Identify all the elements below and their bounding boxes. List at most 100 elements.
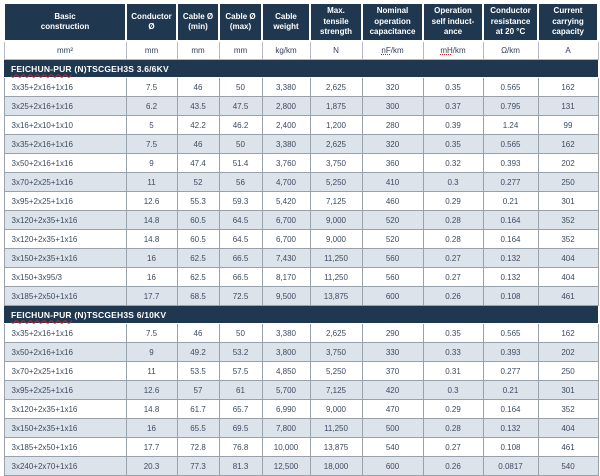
construction-cell: 3x25+2x16+1x16 <box>3 96 127 116</box>
construction-cell: 3x16+2x10+1x10 <box>3 115 127 135</box>
value-cell: 50 <box>218 323 263 343</box>
value-cell: 14.8 <box>125 229 178 249</box>
construction-cell: 3x35+2x16+1x16 <box>3 77 127 97</box>
table-row: 3x50+2x16+1x16 9 49.2 53.2 3,800 3,750 330 0.33… <box>3 342 599 362</box>
value-cell: 0.35 <box>422 134 484 154</box>
value-cell: 410 <box>361 172 424 192</box>
value-cell: 202 <box>537 342 599 362</box>
value-cell: 13,875 <box>309 437 363 457</box>
value-cell: 64.5 <box>218 229 263 249</box>
value-cell: 46 <box>176 323 220 343</box>
table-row: 3x150+2x35+1x16 16 65.5 69.5 7,800 11,250 500 0… <box>3 418 599 438</box>
value-cell: 9,000 <box>309 210 363 230</box>
table-row: 3x35+2x16+1x16 7.5 46 50 3,380 2,625 290 0.35 0.… <box>3 323 599 343</box>
table-row: 3x150+3x95/3 16 62.5 66.5 8,170 11,250 560 0.27… <box>3 267 599 287</box>
construction-cell: 3x150+2x35+1x16 <box>3 418 127 438</box>
table-row: 3x150+2x35+1x16 16 62.5 66.5 7,430 11,250 560 0… <box>3 248 599 268</box>
construction-cell: 3x35+2x16+1x16 <box>3 134 127 154</box>
value-cell: 65.7 <box>218 399 263 419</box>
value-cell: 5,700 <box>261 380 311 400</box>
value-cell: 9,000 <box>309 399 363 419</box>
value-cell: 1,875 <box>309 96 363 116</box>
value-cell: 18,000 <box>309 456 363 476</box>
value-cell: 0.0817 <box>482 456 539 476</box>
construction-cell: 3x240+2x70+1x16 <box>3 456 127 476</box>
construction-cell: 3x150+2x35+1x16 <box>3 248 127 268</box>
value-cell: 1,200 <box>309 115 363 135</box>
cable-spec-table: Basic construction Conductor Ø Cable Ø (mi… <box>3 2 599 476</box>
value-cell: 0.108 <box>482 437 539 457</box>
value-cell: 14.8 <box>125 210 178 230</box>
value-cell: 14.8 <box>125 399 178 419</box>
value-cell: 0.132 <box>482 418 539 438</box>
table-row: 3x70+2x25+1x16 11 52 56 4,700 5,250 410 0.3 0.27… <box>3 172 599 192</box>
value-cell: 560 <box>361 267 424 287</box>
value-cell: 0.29 <box>422 191 484 211</box>
value-cell: 6,700 <box>261 229 311 249</box>
construction-cell: 3x95+2x25+1x16 <box>3 380 127 400</box>
unit-cell: N <box>309 40 363 60</box>
value-cell: 76.8 <box>218 437 263 457</box>
value-cell: 69.5 <box>218 418 263 438</box>
value-cell: 2,625 <box>309 134 363 154</box>
value-cell: 540 <box>537 456 599 476</box>
column-header: Conductor Ø <box>125 2 178 42</box>
value-cell: 470 <box>361 399 424 419</box>
value-cell: 99 <box>537 115 599 135</box>
value-cell: 290 <box>361 323 424 343</box>
table-row: 3x70+2x25+1x16 11 53.5 57.5 4,850 5,250 370 0.3… <box>3 361 599 381</box>
value-cell: 43.5 <box>176 96 220 116</box>
value-cell: 47.4 <box>176 153 220 173</box>
value-cell: 461 <box>537 286 599 306</box>
value-cell: 0.132 <box>482 248 539 268</box>
value-cell: 81.3 <box>218 456 263 476</box>
table-row: 3x25+2x16+1x16 6.2 43.5 47.5 2,800 1,875 300 0.… <box>3 96 599 116</box>
value-cell: 600 <box>361 286 424 306</box>
value-cell: 72.5 <box>218 286 263 306</box>
value-cell: 46 <box>176 134 220 154</box>
value-cell: 60.5 <box>176 229 220 249</box>
value-cell: 0.795 <box>482 96 539 116</box>
value-cell: 280 <box>361 115 424 135</box>
value-cell: 16 <box>125 248 178 268</box>
section-header-row: FEICHUN-PUR (N)TSCGEH3S 6/10KV <box>4 305 598 324</box>
value-cell: 0.31 <box>422 361 484 381</box>
value-cell: 7,125 <box>309 191 363 211</box>
value-cell: 370 <box>361 361 424 381</box>
value-cell: 540 <box>361 437 424 457</box>
value-cell: 12.6 <box>125 380 178 400</box>
value-cell: 11,250 <box>309 418 363 438</box>
value-cell: 17.7 <box>125 437 178 457</box>
value-cell: 66.5 <box>218 248 263 268</box>
column-header: Basic construction <box>3 2 127 42</box>
value-cell: 3,380 <box>261 77 311 97</box>
value-cell: 0.277 <box>482 172 539 192</box>
column-header: Operation self induct- ance <box>422 2 484 42</box>
value-cell: 12.6 <box>125 191 178 211</box>
column-header: Cable Ø (max) <box>218 2 263 42</box>
value-cell: 16 <box>125 418 178 438</box>
value-cell: 404 <box>537 267 599 287</box>
value-cell: 131 <box>537 96 599 116</box>
unit-cell: nF/km <box>361 40 424 60</box>
table-row: 3x50+2x16+1x16 9 47.4 51.4 3,760 3,750 360 0.32… <box>3 153 599 173</box>
value-cell: 0.565 <box>482 323 539 343</box>
value-cell: 9,000 <box>309 229 363 249</box>
value-cell: 460 <box>361 191 424 211</box>
construction-cell: 3x185+2x50+1x16 <box>3 286 127 306</box>
value-cell: 2,800 <box>261 96 311 116</box>
value-cell: 8,170 <box>261 267 311 287</box>
spellcheck-marked-text: FEICHUN-PUR <box>11 309 72 320</box>
value-cell: 2,625 <box>309 77 363 97</box>
value-cell: 7,430 <box>261 248 311 268</box>
value-cell: 0.132 <box>482 267 539 287</box>
value-cell: 0.27 <box>422 248 484 268</box>
value-cell: 0.21 <box>482 191 539 211</box>
value-cell: 7.5 <box>125 77 178 97</box>
value-cell: 0.277 <box>482 361 539 381</box>
construction-cell: 3x185+2x50+1x16 <box>3 437 127 457</box>
value-cell: 0.26 <box>422 286 484 306</box>
value-cell: 330 <box>361 342 424 362</box>
value-cell: 3,800 <box>261 342 311 362</box>
value-cell: 0.33 <box>422 342 484 362</box>
